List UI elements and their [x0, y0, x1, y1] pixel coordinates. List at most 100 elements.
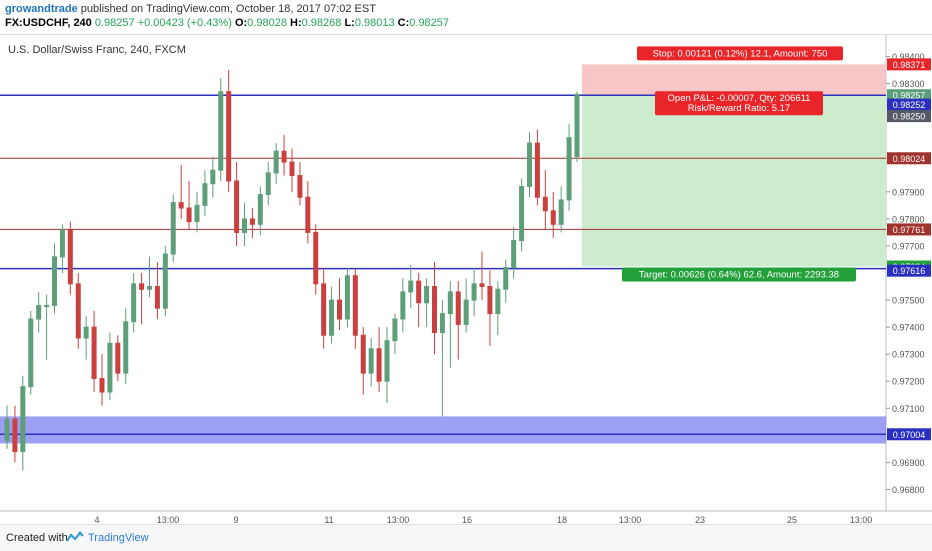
candle-body — [471, 283, 477, 301]
candle-body — [218, 91, 224, 171]
stop-price-tag-bg — [887, 58, 931, 71]
candle-body — [329, 299, 335, 336]
publish-info: growandtrade published on TradingView.co… — [5, 3, 376, 15]
candle-body — [83, 326, 89, 339]
low-label: L: — [344, 17, 355, 29]
high-label: H: — [290, 17, 302, 29]
candle-body — [408, 280, 414, 293]
x-tick-label: 13:00 — [850, 515, 873, 525]
symbol-name: FX:USDCHF, 240 — [5, 17, 92, 29]
candle-body — [12, 418, 18, 453]
y-tick-label: 0.98300 — [892, 79, 925, 89]
chart-title: U.S. Dollar/Swiss Franc, 240, FXCM — [8, 44, 186, 56]
candle-body — [344, 275, 350, 320]
level-price-tag-bg — [887, 264, 931, 277]
y-tick-label: 0.98400 — [892, 52, 925, 62]
candle-body — [147, 286, 152, 290]
publish-text: published on TradingView.com, October 18… — [77, 3, 376, 15]
candle-body — [186, 207, 192, 223]
close-value: 0.98257 — [409, 17, 450, 29]
candle-body — [67, 229, 73, 285]
candle-body — [313, 231, 319, 285]
author-link[interactable]: growandtrade — [5, 3, 78, 15]
last-price: 0.98257 — [94, 17, 135, 29]
x-tick-label: 13:00 — [157, 515, 180, 525]
candle-body — [376, 348, 382, 382]
candle-body — [289, 161, 295, 177]
candle-body — [107, 342, 113, 393]
close-label: C: — [397, 17, 410, 29]
candle-body — [416, 280, 422, 304]
stop-zone — [582, 64, 886, 96]
candle-body — [527, 142, 532, 187]
candle-body — [392, 318, 398, 342]
candle-body — [574, 93, 580, 158]
candle-body — [495, 288, 501, 315]
candle-body — [534, 142, 540, 198]
candle-body — [36, 304, 42, 320]
level-price-tag: 0.97761 — [893, 225, 926, 235]
x-tick-label: 25 — [787, 515, 797, 525]
candle-body — [226, 91, 232, 182]
candle-body — [20, 386, 26, 453]
x-tick-label: 11 — [324, 515, 333, 525]
ask-price-tag: 0.98250 — [893, 112, 926, 122]
candle-body — [447, 291, 453, 315]
x-tick-label: 13:00 — [387, 515, 410, 525]
y-tick-label: 0.97300 — [892, 350, 925, 360]
ask-price-tag-bg — [887, 110, 931, 123]
x-tick-label: 18 — [557, 515, 567, 525]
y-tick-label: 0.97100 — [892, 404, 925, 414]
x-tick-label: 23 — [695, 515, 705, 525]
x-tick-label: 4 — [94, 515, 99, 525]
candle-body — [439, 313, 445, 334]
candle-body — [463, 299, 469, 325]
candle-body — [352, 275, 358, 336]
candle-body — [91, 326, 97, 380]
level-price-tag: 0.97004 — [893, 430, 926, 440]
candle-body — [360, 334, 366, 374]
y-tick-label: 0.96800 — [892, 485, 925, 495]
candle-body — [368, 348, 374, 374]
candle-body — [542, 196, 548, 212]
candle-body — [384, 340, 390, 382]
candle-body — [52, 256, 57, 306]
open-value: 0.98028 — [247, 17, 287, 29]
stop-label-text: Stop: 0.00121 (0.12%) 12.1, Amount: 750 — [653, 48, 828, 59]
candle-body — [424, 286, 430, 304]
candle-body — [242, 218, 247, 233]
chart-area[interactable]: 0.98400 0.98300 0.97900 0.97800 0.97700 0.975… — [0, 34, 932, 525]
current-price-tag-bg — [887, 89, 931, 102]
candle-body — [257, 194, 263, 225]
y-tick-label: 0.97800 — [892, 214, 925, 224]
level-price-tag-bg — [887, 428, 931, 441]
tradingview-brand[interactable]: TradingView — [88, 532, 149, 544]
candle-body — [194, 204, 200, 223]
candle-body — [178, 202, 184, 209]
support-zone — [0, 416, 886, 444]
candle-body — [511, 240, 517, 269]
candle-body — [75, 283, 81, 339]
candle-body — [337, 299, 342, 320]
candle-body — [115, 342, 121, 374]
candle-body — [487, 286, 493, 315]
x-tick-label: 13:00 — [619, 515, 642, 525]
candle-body — [59, 229, 65, 258]
created-with-text: Created with — [6, 532, 68, 544]
price-chart[interactable]: 0.98400 0.98300 0.97900 0.97800 0.97700 0.975… — [0, 35, 932, 525]
x-tick-label: 9 — [233, 515, 238, 525]
candle-body — [210, 169, 216, 185]
high-value: 0.98268 — [301, 17, 342, 29]
level-price-tag: 0.98024 — [893, 154, 926, 164]
pnl-label-text: Risk/Reward Ratio: 5.17 — [688, 103, 790, 114]
candle-body — [202, 183, 208, 206]
y-tick-label: 0.97500 — [892, 296, 925, 306]
candle-body — [154, 286, 160, 309]
candle-body — [558, 199, 564, 225]
tradingview-logo-icon — [66, 530, 84, 544]
current-price-tag: 0.98257 — [893, 91, 926, 101]
level-price-tag-bg — [887, 223, 931, 236]
candle-body — [321, 283, 327, 336]
candle-body — [265, 172, 271, 196]
candle-body — [273, 150, 279, 174]
